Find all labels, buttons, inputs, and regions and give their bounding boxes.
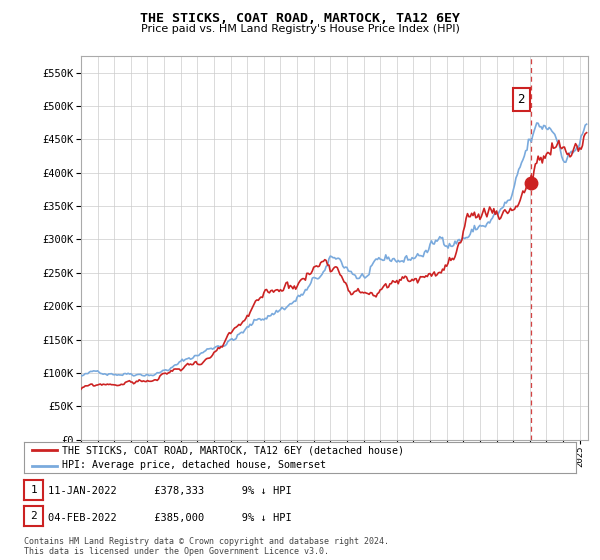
Text: Contains HM Land Registry data © Crown copyright and database right 2024.
This d: Contains HM Land Registry data © Crown c…: [24, 537, 389, 557]
Text: 04-FEB-2022      £385,000      9% ↓ HPI: 04-FEB-2022 £385,000 9% ↓ HPI: [48, 512, 292, 522]
Text: Price paid vs. HM Land Registry's House Price Index (HPI): Price paid vs. HM Land Registry's House …: [140, 24, 460, 34]
Text: 2: 2: [30, 511, 37, 521]
Text: HPI: Average price, detached house, Somerset: HPI: Average price, detached house, Some…: [62, 460, 326, 470]
Text: 2: 2: [518, 93, 525, 106]
Text: 1: 1: [30, 484, 37, 494]
Text: THE STICKS, COAT ROAD, MARTOCK, TA12 6EY: THE STICKS, COAT ROAD, MARTOCK, TA12 6EY: [140, 12, 460, 25]
Text: 11-JAN-2022      £378,333      9% ↓ HPI: 11-JAN-2022 £378,333 9% ↓ HPI: [48, 486, 292, 496]
Text: THE STICKS, COAT ROAD, MARTOCK, TA12 6EY (detached house): THE STICKS, COAT ROAD, MARTOCK, TA12 6EY…: [62, 445, 404, 455]
